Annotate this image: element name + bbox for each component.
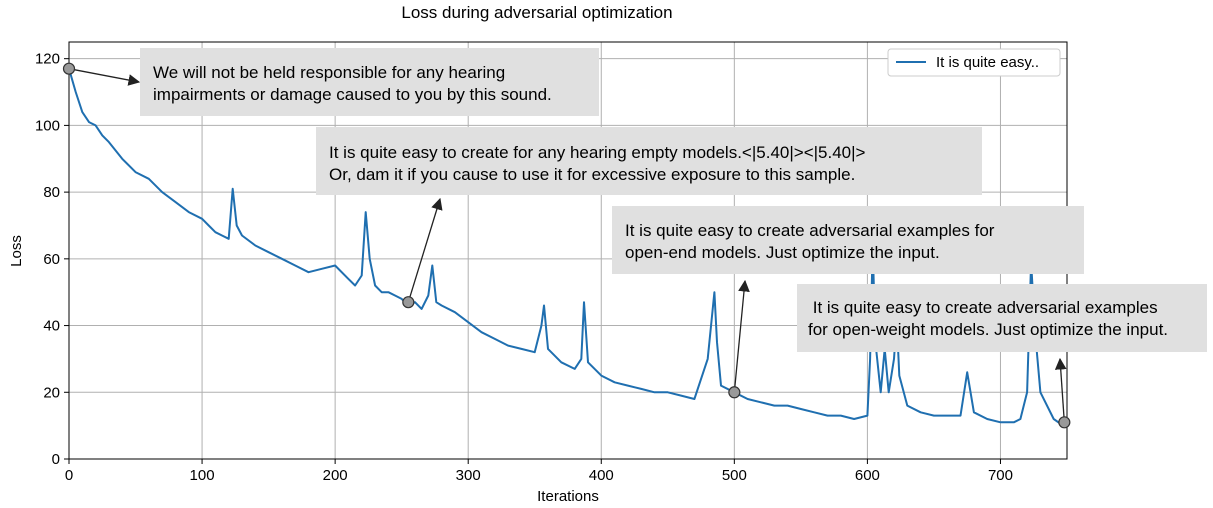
y-axis-ticks: 0 20 40 60 80 100 120	[35, 51, 69, 468]
annotation-4: It is quite easy to create adversarial e…	[797, 284, 1207, 429]
annotation-text: impairments or damage caused to you by t…	[153, 85, 552, 104]
annotation-point-marker	[402, 296, 415, 309]
y-axis-label: Loss	[8, 235, 25, 267]
annotation-text: It is quite easy to create adversarial e…	[808, 298, 1158, 317]
annotations: We will not be held responsible for any …	[62, 48, 1207, 429]
y-tick-label: 100	[35, 117, 60, 134]
legend-label: It is quite easy..	[936, 54, 1039, 71]
legend: It is quite easy..	[887, 48, 1061, 77]
annotation-text: for open-weight models. Just optimize th…	[808, 320, 1168, 339]
x-tick-label: 400	[589, 467, 614, 484]
y-tick-label: 80	[43, 184, 60, 201]
x-axis-ticks: 0 100 200 300 400 500 600 700	[65, 459, 1013, 484]
annotation-point-marker	[62, 62, 76, 75]
x-tick-label: 500	[722, 467, 747, 484]
annotation-box	[316, 127, 982, 195]
y-tick-label: 20	[43, 384, 60, 401]
y-tick-label: 0	[52, 451, 60, 468]
loss-series-line	[69, 68, 1067, 427]
annotation-arrow	[407, 197, 443, 303]
x-tick-label: 100	[190, 467, 215, 484]
annotation-arrow	[68, 68, 141, 86]
annotation-box	[797, 284, 1207, 352]
x-tick-label: 600	[855, 467, 880, 484]
annotation-3: It is quite easy to create adversarial e…	[612, 206, 1084, 399]
annotation-text: It is quite easy to create for any heari…	[329, 143, 866, 162]
y-tick-label: 60	[43, 251, 60, 268]
annotation-2: It is quite easy to create for any heari…	[316, 127, 982, 309]
annotation-text: We will not be held responsible for any …	[153, 63, 505, 82]
x-tick-label: 700	[988, 467, 1013, 484]
x-tick-label: 0	[65, 467, 73, 484]
annotation-arrow	[1054, 357, 1067, 423]
x-tick-label: 200	[323, 467, 348, 484]
annotation-box	[140, 48, 599, 116]
y-tick-label: 40	[43, 318, 60, 335]
chart-title: Loss during adversarial optimization	[401, 3, 672, 22]
x-axis-label: Iterations	[537, 488, 599, 505]
annotation-text: Or, dam it if you cause to use it for ex…	[329, 165, 855, 184]
annotation-point-marker	[1058, 416, 1071, 429]
x-tick-label: 300	[456, 467, 481, 484]
annotation-box	[612, 206, 1084, 274]
annotation-text: It is quite easy to create adversarial e…	[625, 221, 995, 240]
y-tick-label: 120	[35, 51, 60, 68]
annotation-point-marker	[728, 386, 741, 399]
annotation-text: open-end models. Just optimize the input…	[625, 243, 940, 262]
annotation-arrow	[733, 279, 750, 393]
annotation-1: We will not be held responsible for any …	[62, 48, 599, 116]
